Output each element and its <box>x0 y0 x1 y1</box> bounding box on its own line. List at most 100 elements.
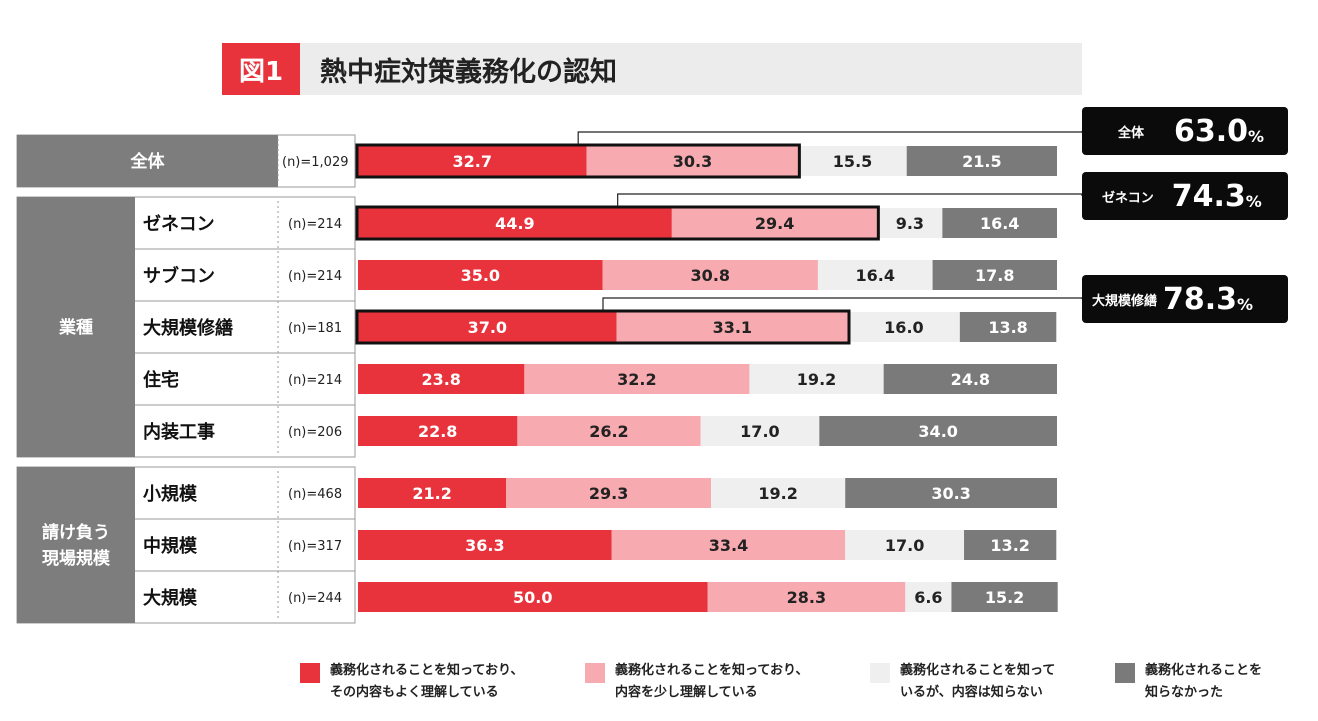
data-label: 29.3 <box>589 484 628 503</box>
data-label: 36.3 <box>465 536 504 555</box>
callout-total: 全体 63.0 % <box>1082 107 1288 155</box>
legend-text-2a: 義務化されることを知っており、 <box>615 663 809 678</box>
data-label: 15.2 <box>985 588 1024 607</box>
data-label: 35.0 <box>461 266 500 285</box>
n-label: (n)=206 <box>288 425 342 440</box>
callout-large-repair: 大規模修繕 78.3 % <box>1082 275 1288 323</box>
legend-item-2: 義務化されることを知っており、 内容を少し理解している <box>585 660 808 704</box>
data-label: 33.4 <box>709 536 748 555</box>
bar-segment <box>602 260 818 290</box>
group-header-total <box>17 135 278 187</box>
bar-segment <box>951 582 1058 612</box>
group-label-industry: 業種 <box>59 317 93 338</box>
bar-segment <box>798 146 907 176</box>
data-label: 17.8 <box>975 266 1014 285</box>
callout-gc-value: 74.3 <box>1171 178 1246 214</box>
data-label: 37.0 <box>468 318 507 337</box>
callout-lr-unit: % <box>1237 294 1254 314</box>
data-label: 30.8 <box>691 266 730 285</box>
callout-gc-label: ゼネコン <box>1102 190 1154 206</box>
callout-connector <box>577 131 1083 144</box>
category-label: 内装工事 <box>143 421 215 443</box>
category-label: ゼネコン <box>143 213 215 235</box>
data-label: 16.4 <box>856 266 895 285</box>
bar-segment <box>905 582 952 612</box>
data-label: 16.4 <box>980 214 1019 233</box>
bar-segment <box>700 416 820 446</box>
data-label: 32.7 <box>453 152 492 171</box>
bar-segment <box>845 530 965 560</box>
bar-segment <box>817 260 933 290</box>
figure-badge: 図1 <box>222 43 300 95</box>
data-label: 34.0 <box>918 422 957 441</box>
n-label: (n)=1,029 <box>282 155 349 170</box>
legend-item-1: 義務化されることを知っており、 その内容もよく理解している <box>300 660 523 704</box>
data-label: 28.3 <box>787 588 826 607</box>
bar-segment <box>586 146 799 176</box>
data-label: 6.6 <box>914 588 942 607</box>
legend-text-1a: 義務化されることを知っており、 <box>330 663 524 678</box>
bar-segment <box>506 478 711 508</box>
bar-segment <box>616 312 848 342</box>
legend-swatch-4 <box>1115 663 1135 683</box>
callout-gc-unit: % <box>1245 191 1262 211</box>
callout-connector <box>602 297 1083 310</box>
highlight-outline <box>355 143 801 179</box>
callout-connector <box>617 193 1083 206</box>
bar-segment <box>358 364 525 394</box>
bar-segment <box>942 208 1057 238</box>
data-label: 26.2 <box>589 422 628 441</box>
data-label: 24.8 <box>951 370 990 389</box>
bar-segment <box>845 478 1057 508</box>
bar-segment <box>710 478 846 508</box>
data-label: 9.3 <box>896 214 924 233</box>
bar-segment <box>611 530 846 560</box>
n-label: (n)=181 <box>288 321 342 336</box>
data-label: 13.8 <box>988 318 1027 337</box>
data-label: 19.2 <box>758 484 797 503</box>
data-label: 23.8 <box>421 370 460 389</box>
callout-total-value: 63.0 <box>1174 113 1249 149</box>
data-label: 13.2 <box>990 536 1029 555</box>
legend-swatch-1 <box>300 663 320 683</box>
bar-segment <box>524 364 750 394</box>
callout-general-contractor: ゼネコン 74.3 % <box>1082 172 1288 220</box>
n-label: (n)=244 <box>288 591 342 606</box>
data-label: 29.4 <box>755 214 794 233</box>
group-label-scale-line-1: 現場規模 <box>42 548 111 569</box>
bar-segment <box>358 312 617 342</box>
data-label: 22.8 <box>418 422 457 441</box>
bar-segment <box>671 208 878 238</box>
group-label-total: 全体 <box>130 151 166 172</box>
group-label-scale-line-0: 請け負う <box>42 522 110 543</box>
bar-segment <box>964 530 1057 560</box>
category-label: 住宅 <box>143 369 179 391</box>
category-label: 大規模 <box>143 587 198 609</box>
callout-total-unit: % <box>1248 126 1265 146</box>
bar-segment <box>959 312 1057 342</box>
bar-segment <box>847 312 960 342</box>
data-label: 16.0 <box>884 318 923 337</box>
callout-lr-label: 大規模修繕 <box>1092 293 1158 309</box>
group-header-industry <box>17 197 135 457</box>
data-label: 21.2 <box>412 484 451 503</box>
category-label: サブコン <box>143 265 215 287</box>
n-label: (n)=214 <box>288 373 342 388</box>
n-label: (n)=317 <box>288 539 342 554</box>
data-label: 21.5 <box>962 152 1001 171</box>
chart-title: 熱中症対策義務化の認知 <box>320 56 617 88</box>
data-label: 32.2 <box>617 370 656 389</box>
data-label: 15.5 <box>833 152 872 171</box>
bar-segment <box>358 146 587 176</box>
bar-segment <box>877 208 943 238</box>
category-label: 小規模 <box>143 483 198 505</box>
bar-segment <box>358 582 708 612</box>
group-header-scale <box>17 467 135 623</box>
legend-text-3b: いるが、内容は知らない <box>900 685 1043 700</box>
bar-segment <box>358 530 612 560</box>
highlight-outline <box>355 205 880 241</box>
bar-segment <box>906 146 1057 176</box>
data-label: 17.0 <box>740 422 779 441</box>
data-label: 19.2 <box>797 370 836 389</box>
